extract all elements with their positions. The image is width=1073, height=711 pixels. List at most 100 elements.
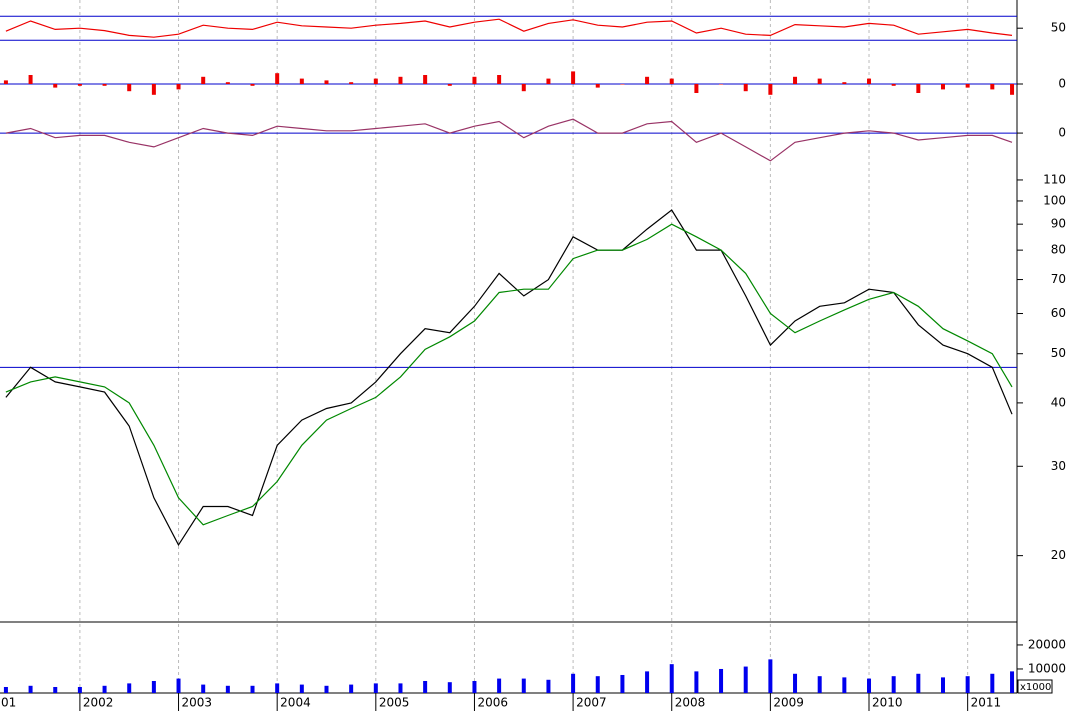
bar (595, 676, 600, 693)
bar (916, 84, 921, 93)
bar (201, 684, 206, 693)
y-tick-label: 0 (1058, 77, 1066, 91)
bar (28, 685, 33, 693)
bar (250, 84, 255, 86)
bar (669, 78, 674, 84)
bar (990, 84, 995, 90)
y-tick-label: 60 (1051, 306, 1066, 320)
bar (521, 678, 526, 693)
bar (447, 682, 452, 693)
bar (793, 673, 798, 693)
bar (373, 78, 378, 84)
y-tick-label: 80 (1051, 243, 1066, 257)
bar (595, 84, 600, 88)
bar (77, 686, 82, 693)
x-tick-label: 2007 (576, 696, 607, 710)
bar (201, 76, 206, 84)
y-tick-label: 90 (1051, 217, 1066, 231)
bar (645, 671, 650, 693)
bar (546, 679, 551, 693)
bar (521, 84, 526, 92)
bar (940, 84, 945, 90)
bar (743, 84, 748, 92)
bar (225, 685, 230, 693)
bar (225, 82, 230, 84)
y-tick-label: 20000 (1028, 637, 1066, 651)
bar (645, 76, 650, 84)
bar (916, 673, 921, 693)
bar (817, 78, 822, 84)
bar (694, 84, 699, 93)
bar (299, 78, 304, 84)
bar (53, 686, 58, 693)
bar (694, 671, 699, 693)
bar (398, 76, 403, 84)
bar (3, 80, 8, 84)
bar (127, 683, 132, 693)
bar (423, 75, 428, 84)
x-tick-label: 2006 (477, 696, 508, 710)
line (5, 209, 1013, 547)
bar (324, 80, 329, 84)
bar (1010, 84, 1015, 95)
bar (990, 673, 995, 693)
bar (250, 685, 255, 693)
bar (324, 685, 329, 693)
bar (571, 673, 576, 693)
x-tick-label: 2002 (83, 696, 114, 710)
bar (176, 84, 181, 90)
line (5, 223, 1013, 526)
bar (275, 683, 280, 693)
bar (423, 680, 428, 693)
y-tick-label: 110 (1043, 172, 1066, 186)
bar (768, 659, 773, 693)
unit-box (1017, 679, 1053, 694)
bar (3, 686, 8, 693)
bar (472, 680, 477, 693)
bar (127, 84, 132, 92)
bar (151, 84, 156, 95)
y-tick-label: 50 (1051, 346, 1066, 360)
bar (102, 84, 107, 86)
y-tick-label: 40 (1051, 395, 1066, 409)
bar (349, 82, 354, 84)
bar (275, 73, 280, 84)
bar (817, 676, 822, 693)
y-tick-label: 50 (1051, 21, 1066, 35)
bar (620, 674, 625, 693)
bar (793, 76, 798, 84)
bar (842, 677, 847, 693)
x-tick-label: 01 (1, 696, 16, 710)
bar (620, 84, 625, 85)
bar (571, 71, 576, 84)
bar (867, 78, 872, 84)
x-tick-label: 2005 (379, 696, 410, 710)
y-tick-label: 100 (1043, 193, 1066, 207)
bar (842, 82, 847, 84)
bar (743, 666, 748, 693)
bar (28, 75, 33, 84)
bar (102, 685, 107, 693)
unit-label: x1000 (1020, 682, 1051, 693)
x-tick-label: 2003 (182, 696, 213, 710)
bar (867, 678, 872, 693)
bar (497, 75, 502, 84)
line (5, 18, 1013, 38)
x-tick-label: 2008 (675, 696, 706, 710)
bar (1010, 671, 1015, 693)
bar (176, 678, 181, 693)
bar (768, 84, 773, 95)
bar (669, 664, 674, 693)
y-tick-label: 0 (1058, 126, 1066, 140)
bar (940, 677, 945, 693)
bar (398, 683, 403, 693)
y-tick-label: 30 (1051, 459, 1066, 473)
bar (472, 76, 477, 84)
bar (151, 680, 156, 693)
bar (546, 78, 551, 84)
y-tick-label: 70 (1051, 272, 1066, 286)
bar (497, 678, 502, 693)
